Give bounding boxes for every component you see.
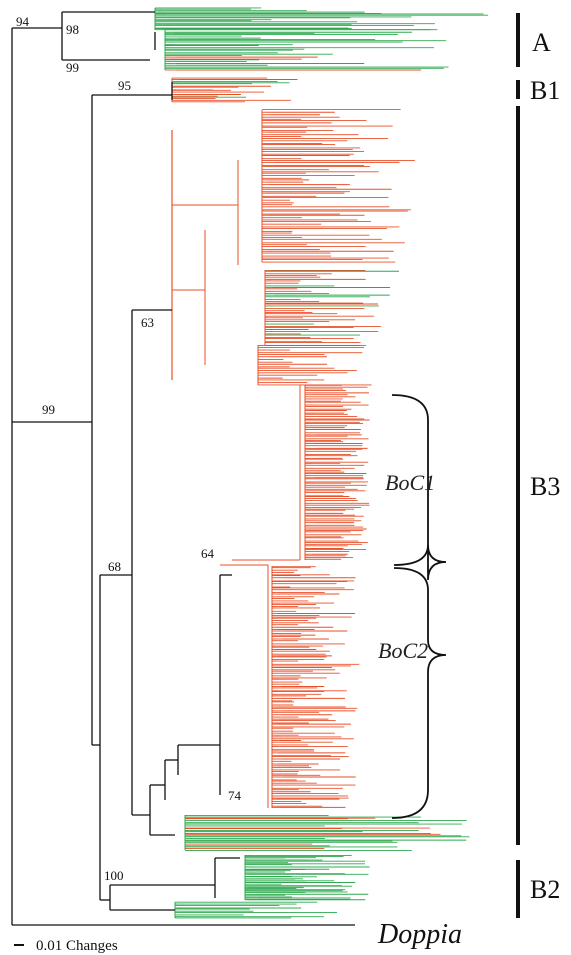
clade-bar-b1 <box>516 80 520 99</box>
boc1-bracket <box>391 394 447 581</box>
clade-bar-b2 <box>516 860 520 918</box>
bootstrap-label-98: 98 <box>66 22 79 37</box>
clade-label-b3: B3 <box>530 472 560 501</box>
tree-backbone <box>11 11 355 926</box>
boc1-bracket-lower <box>393 544 429 566</box>
bootstrap-label-64: 64 <box>201 546 215 561</box>
bootstrap-label-95: 95 <box>118 78 131 93</box>
bootstrap-label-74: 74 <box>228 788 242 803</box>
boc2-bracket <box>391 567 447 819</box>
bootstrap-label-99-a: 99 <box>66 60 79 75</box>
clade-label-a: A <box>532 28 551 57</box>
outgroup-label: Doppia <box>377 919 462 950</box>
clade-label-b2: B2 <box>530 875 560 904</box>
bootstrap-label-68: 68 <box>108 559 121 574</box>
subclade-label-boc2: BoC2 <box>378 638 428 663</box>
bootstrap-label-99-root: 99 <box>42 402 55 417</box>
clade-label-b1: B1 <box>530 76 560 105</box>
subclade-label-boc1: BoC1 <box>385 470 435 495</box>
scale-label: 0.01 Changes <box>36 938 118 954</box>
clade-bar-b3 <box>516 106 520 845</box>
bootstrap-label-94: 94 <box>16 14 30 29</box>
clade-bar-a <box>516 13 520 67</box>
bootstrap-label-63: 63 <box>141 315 154 330</box>
bootstrap-label-100: 100 <box>104 868 124 883</box>
tree-branches <box>154 7 489 919</box>
